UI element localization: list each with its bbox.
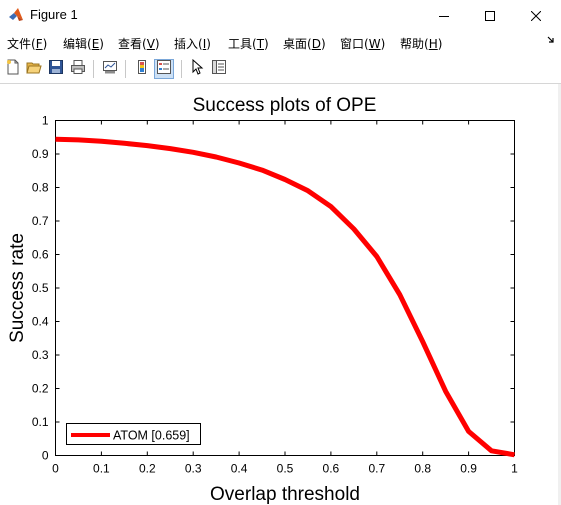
x-tick-label: 0.7	[368, 462, 385, 476]
y-tick-label: 0.8	[32, 181, 49, 195]
y-tick-label: 0.9	[32, 147, 49, 161]
menu-desktop[interactable]: 桌面(D)	[283, 37, 326, 51]
y-tick-label: 0.4	[32, 315, 49, 329]
menu-file-label: 文件	[7, 37, 32, 51]
success-plot[interactable]: Success plots of OPE 0 0.1 0.2 0.3 0.4 0.5 0.6…	[0, 84, 561, 505]
menu-insert-key: I	[202, 37, 207, 51]
menu-insert-label: 插入	[174, 37, 199, 51]
menu-help-key: H	[428, 37, 438, 51]
minimize-icon	[439, 11, 449, 21]
x-tick-label: 0.8	[414, 462, 431, 476]
chart-title: Success plots of OPE	[193, 95, 377, 116]
property-inspector-button[interactable]	[209, 59, 229, 79]
menu-edit-label: 编辑	[63, 37, 88, 51]
x-tick-label: 0.2	[139, 462, 156, 476]
y-tick-label: 0.6	[32, 248, 49, 262]
y-tick-label: 0.5	[32, 281, 49, 295]
menu-tools-key: T	[256, 37, 265, 51]
legend-label: ATOM [0.659]	[113, 429, 190, 443]
insert-legend-icon	[156, 59, 172, 80]
y-tick-label: 0.3	[32, 348, 49, 362]
save-button[interactable]	[46, 59, 66, 79]
edit-plot-button[interactable]	[187, 58, 207, 80]
y-axis-label: Success rate	[7, 233, 28, 343]
x-tick-label: 0.9	[460, 462, 477, 476]
menu-tools[interactable]: 工具(T)	[228, 37, 269, 51]
matlab-icon	[8, 7, 24, 23]
menu-window[interactable]: 窗口(W)	[340, 37, 386, 51]
save-icon	[48, 59, 64, 80]
window-edge	[558, 84, 561, 505]
menu-bar: 文件(F) 编辑(E) 查看(V) 插入(I) 工具(T) 桌面(D) 窗口(W…	[0, 32, 561, 54]
new-figure-icon	[5, 59, 21, 80]
y-tick-label: 0.7	[32, 214, 49, 228]
close-button[interactable]	[513, 0, 559, 31]
insert-colorbar-button[interactable]	[132, 59, 152, 79]
y-tick-label: 0.1	[32, 415, 49, 429]
menu-view[interactable]: 查看(V)	[118, 37, 160, 51]
x-axis-label: Overlap threshold	[210, 484, 360, 505]
open-file-button[interactable]	[24, 59, 44, 79]
menu-view-label: 查看	[118, 37, 143, 51]
x-tick-label: 0.5	[277, 462, 294, 476]
title-bar[interactable]: Figure 1	[0, 0, 561, 31]
y-tick-label: 0.2	[32, 382, 49, 396]
menu-help-label: 帮助	[400, 37, 425, 51]
menu-help[interactable]: 帮助(H)	[400, 37, 443, 51]
legend[interactable]: ATOM [0.659]	[66, 423, 201, 445]
insert-colorbar-icon	[134, 59, 150, 80]
y-tick-label: 1	[42, 114, 49, 128]
link-plot-icon	[102, 59, 118, 80]
x-tick-label: 0.1	[93, 462, 110, 476]
open-file-icon	[26, 59, 42, 80]
menu-tools-label: 工具	[228, 37, 253, 51]
x-tick-label: 0.6	[323, 462, 340, 476]
close-icon	[531, 10, 541, 21]
menu-window-key: W	[368, 37, 381, 51]
x-tick-label: 1	[511, 462, 518, 476]
menu-view-key: V	[146, 37, 155, 51]
dock-arrow-icon[interactable]	[547, 36, 555, 47]
menu-file-key: F	[35, 37, 43, 51]
maximize-button[interactable]	[467, 0, 513, 31]
y-tick-label: 0	[42, 449, 49, 463]
toolbar-separator	[181, 60, 182, 78]
maximize-icon	[485, 10, 495, 21]
axes-box	[55, 120, 515, 456]
edit-plot-icon	[189, 58, 205, 80]
window-title: Figure 1	[30, 7, 78, 22]
insert-legend-button[interactable]	[154, 59, 174, 79]
print-icon	[70, 59, 86, 80]
menu-window-label: 窗口	[340, 37, 365, 51]
new-figure-button[interactable]	[3, 59, 23, 79]
menu-desktop-label: 桌面	[283, 37, 308, 51]
toolbar-separator	[125, 60, 126, 78]
menu-file[interactable]: 文件(F)	[7, 37, 48, 51]
x-tick-label: 0	[52, 462, 59, 476]
property-inspector-icon	[211, 59, 227, 80]
minimize-button[interactable]	[421, 0, 467, 31]
legend-box	[66, 423, 201, 445]
menu-edit-key: E	[91, 37, 100, 51]
x-tick-label: 0.4	[231, 462, 248, 476]
figure-toolbar	[0, 56, 561, 84]
menu-edit[interactable]: 编辑(E)	[63, 37, 104, 51]
menu-desktop-key: D	[311, 37, 321, 51]
menu-insert[interactable]: 插入(I)	[174, 37, 211, 51]
link-plot-button[interactable]	[100, 59, 120, 79]
print-button[interactable]	[68, 59, 88, 79]
toolbar-separator	[93, 60, 94, 78]
x-tick-label: 0.3	[185, 462, 202, 476]
